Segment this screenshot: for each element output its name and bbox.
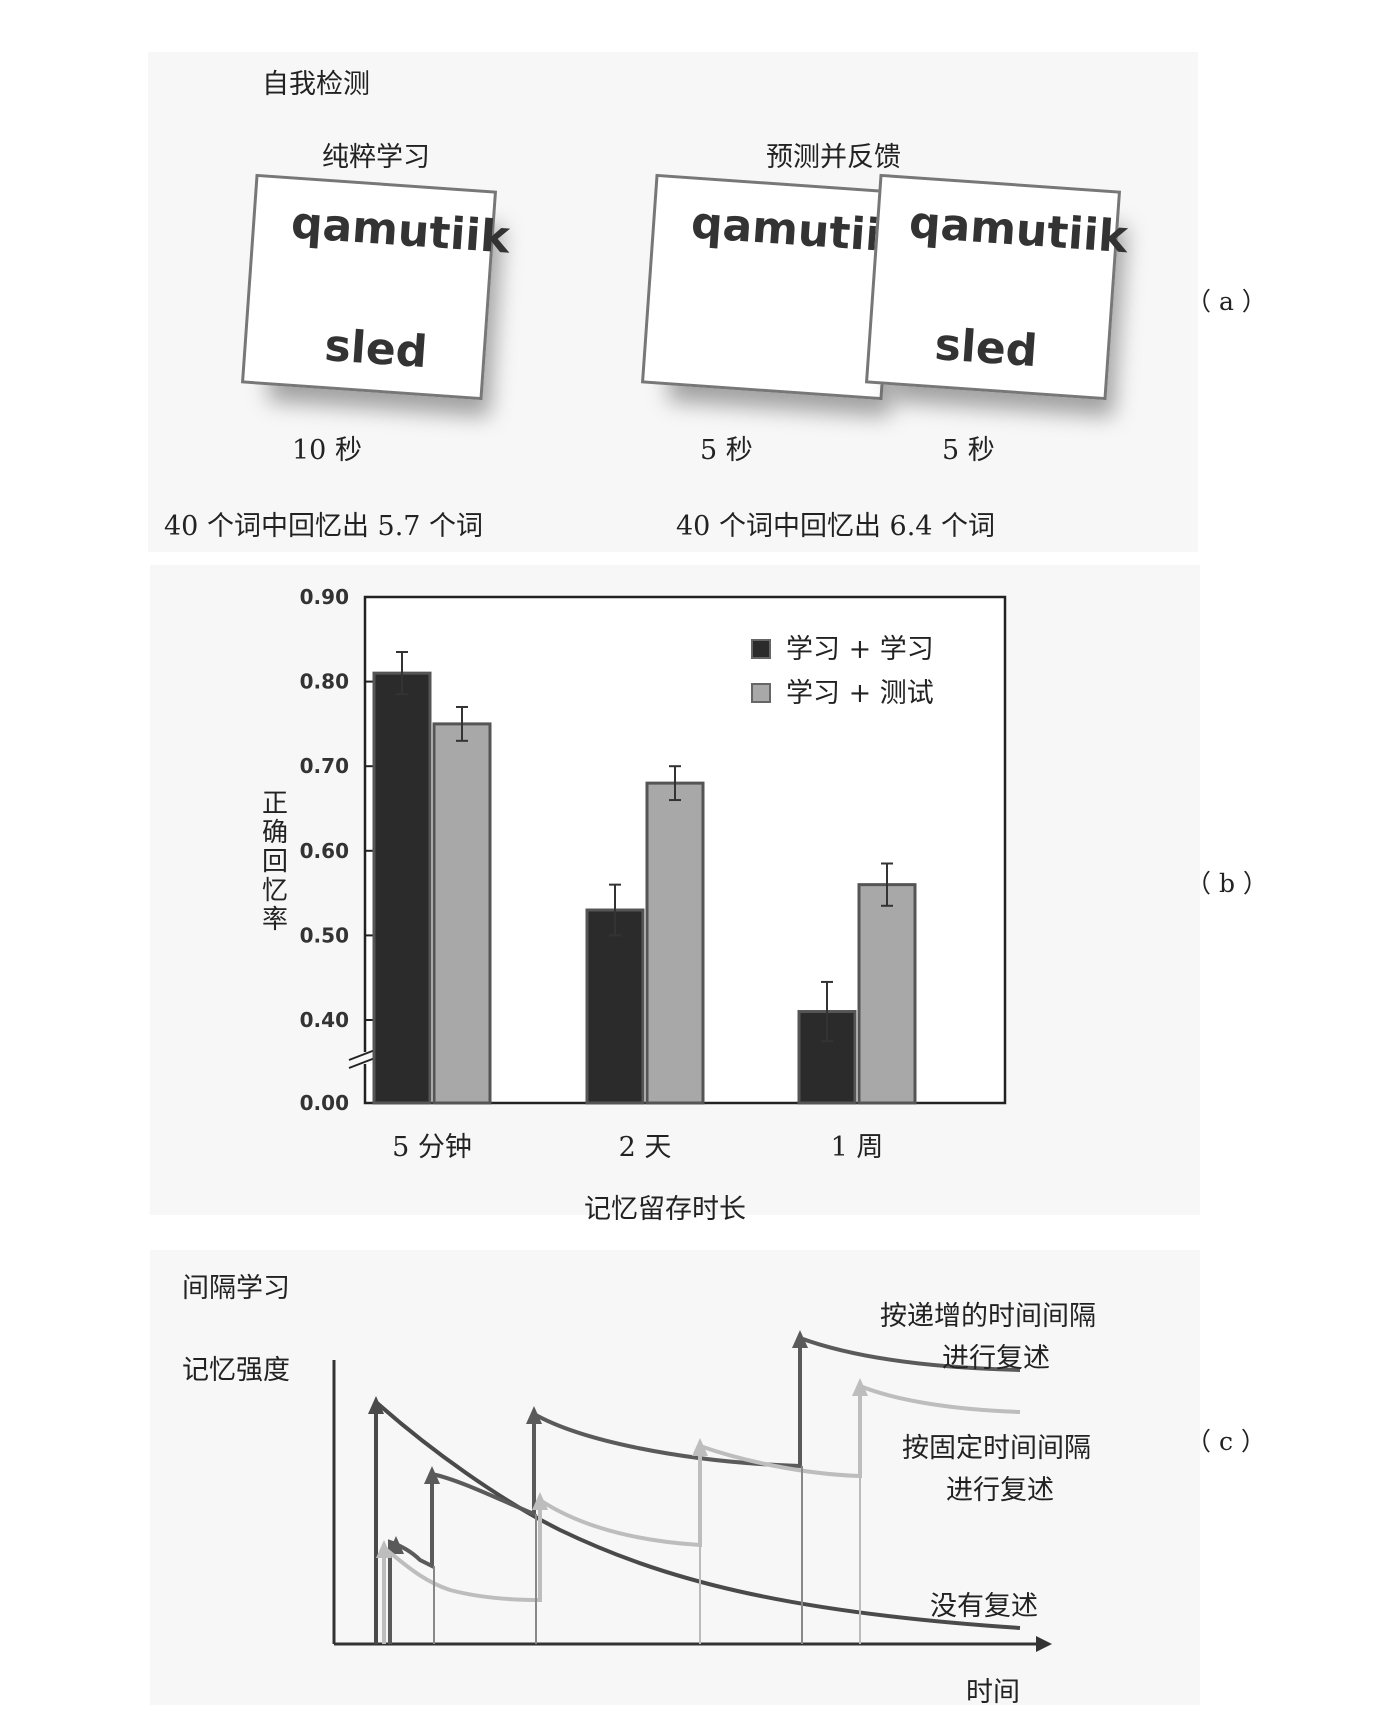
bar [857, 883, 917, 1105]
y-axis-label-char: 忆 [262, 876, 288, 906]
bar [585, 908, 645, 1105]
axis-break-mark [348, 1049, 376, 1061]
x-axis-label: 记忆留存时长 [584, 1194, 746, 1225]
panel-a-title: 自我检测 [262, 69, 370, 100]
fixed-interval-label-line1: 按固定时间间隔 [902, 1433, 1091, 1464]
x-tick-label: 1 周 [831, 1132, 884, 1163]
time-axis-label: 时间 [966, 1677, 1020, 1708]
arrowhead [368, 1396, 384, 1414]
x-tick-label: 2 天 [619, 1132, 672, 1163]
predict-feedback-heading: 预测并反馈 [766, 142, 901, 173]
bar [645, 781, 705, 1105]
arrowhead [692, 1438, 708, 1456]
legend-swatch [751, 639, 771, 659]
y-tick-label: 0.50 [300, 923, 349, 947]
memory-strength-axis-label: 记忆强度 [182, 1355, 290, 1386]
arrowhead [792, 1330, 808, 1348]
right-duration-1: 5 秒 [700, 435, 753, 466]
right-result: 40 个词中回忆出 6.4 个词 [676, 511, 996, 542]
y-tick-label: 0.90 [300, 585, 349, 609]
panel-b-label: （ b ） [1186, 869, 1268, 898]
left-result: 40 个词中回忆出 5.7 个词 [164, 511, 484, 542]
y-axis-label-char: 正 [262, 789, 288, 819]
no-rehearsal-curve [374, 1400, 1021, 1630]
fixed-interval-label-line2: 进行复述 [946, 1475, 1054, 1506]
axis-break-gap [351, 1052, 379, 1064]
pure-study-heading: 纯粹学习 [322, 142, 430, 173]
y-axis-label-char: 回 [262, 847, 288, 877]
increasing-interval-label-line2: 进行复述 [942, 1343, 1050, 1374]
y-tick-label: 0.80 [300, 670, 349, 694]
x-axis-arrowhead [1036, 1636, 1052, 1652]
legend-label: 学习 + 学习 [786, 634, 934, 665]
arrowhead [526, 1406, 542, 1424]
y-tick-label: 0.00 [300, 1091, 349, 1115]
arrowhead [532, 1492, 548, 1510]
no-rehearsal-label: 没有复述 [930, 1591, 1038, 1622]
y-tick-label: 0.40 [300, 1008, 349, 1032]
bar [372, 671, 432, 1105]
legend-label: 学习 + 测试 [786, 678, 934, 709]
y-tick-label: 0.60 [300, 839, 349, 863]
legend-swatch [751, 683, 771, 703]
increasing-interval-label-line1: 按递增的时间间隔 [880, 1301, 1096, 1332]
bar [432, 722, 492, 1105]
arrowhead [424, 1466, 440, 1484]
y-tick-label: 0.70 [300, 754, 349, 778]
axis-break-mark [348, 1057, 376, 1069]
panel-c-background [150, 1250, 1200, 1705]
arrowhead [388, 1536, 404, 1554]
panel-c-title: 间隔学习 [182, 1273, 290, 1304]
panel-a-label: （ a ） [1186, 287, 1267, 316]
increasing-interval-curve [388, 1335, 1021, 1644]
x-tick-label: 5 分钟 [392, 1132, 472, 1163]
right-duration-2: 5 秒 [942, 435, 995, 466]
arrowhead [852, 1378, 868, 1396]
y-axis-label-char: 率 [262, 905, 288, 935]
fixed-interval-curve [382, 1383, 1021, 1644]
left-duration: 10 秒 [292, 435, 362, 466]
panel-c-label: （ c ） [1186, 1427, 1266, 1456]
y-axis-label-char: 确 [262, 818, 288, 848]
arrowhead [376, 1540, 392, 1558]
